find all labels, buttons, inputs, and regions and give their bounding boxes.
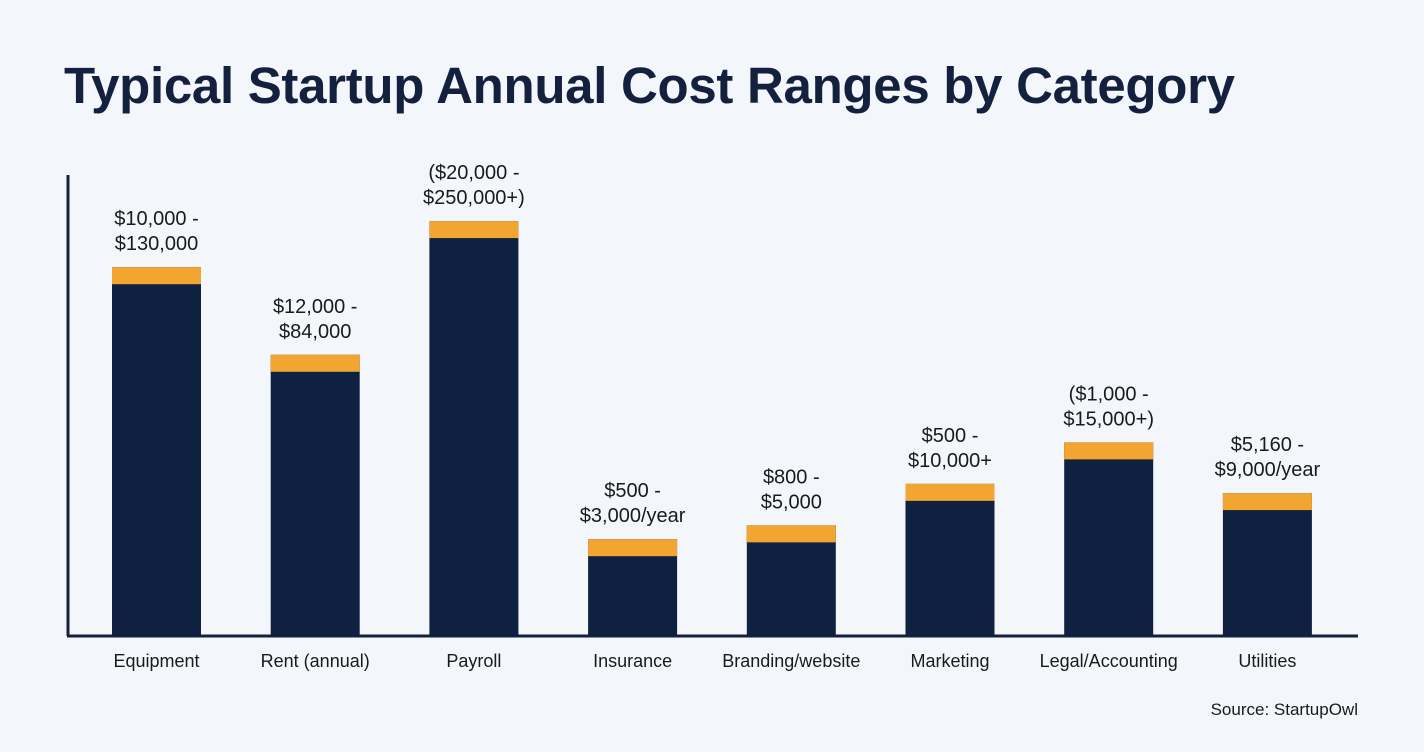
data-label: $250,000+) [423, 187, 525, 209]
data-label: $130,000 [115, 233, 198, 255]
chart-title: Typical Startup Annual Cost Ranges by Ca… [64, 57, 1235, 114]
x-tick-label: Equipment [113, 651, 199, 671]
x-tick-label: Payroll [446, 651, 501, 671]
bar-cap [270, 354, 360, 372]
x-tick-label: Branding/website [722, 651, 860, 671]
data-label: $3,000/year [580, 505, 686, 527]
data-label: $500 - [922, 425, 979, 447]
bar-cap [905, 483, 995, 501]
bar [746, 525, 836, 636]
bar-cap [746, 525, 836, 543]
bar-cap [429, 221, 519, 239]
bar [1222, 493, 1312, 636]
bar-cap [112, 267, 201, 285]
bar [429, 221, 519, 636]
data-label: $9,000/year [1215, 459, 1321, 481]
bar-cap [1064, 442, 1154, 460]
x-tick-label: Rent (annual) [261, 651, 370, 671]
data-label: $5,000 [761, 491, 822, 513]
x-tick-label: Utilities [1238, 651, 1296, 671]
bar [270, 354, 360, 636]
data-label: ($20,000 - [428, 162, 519, 184]
x-tick-label: Marketing [910, 651, 989, 671]
data-label: $500 - [604, 480, 661, 502]
data-label: ($1,000 - [1069, 383, 1149, 405]
bar [905, 483, 995, 636]
bar [112, 267, 201, 636]
data-label: $84,000 [279, 321, 351, 343]
bar [1064, 442, 1154, 636]
data-label: $12,000 - [273, 296, 358, 318]
x-tick-label: Legal/Accounting [1040, 651, 1178, 671]
data-label: $10,000+ [908, 450, 992, 472]
x-tick-label: Insurance [593, 651, 672, 671]
data-label: $15,000+) [1063, 408, 1154, 430]
data-label: $5,160 - [1231, 434, 1304, 456]
bar-cap [588, 539, 678, 557]
data-label: $800 - [763, 466, 820, 488]
bar-cap [1222, 493, 1312, 511]
source-note: Source: StartupOwl [1210, 700, 1358, 719]
data-label: $10,000 - [114, 208, 199, 230]
